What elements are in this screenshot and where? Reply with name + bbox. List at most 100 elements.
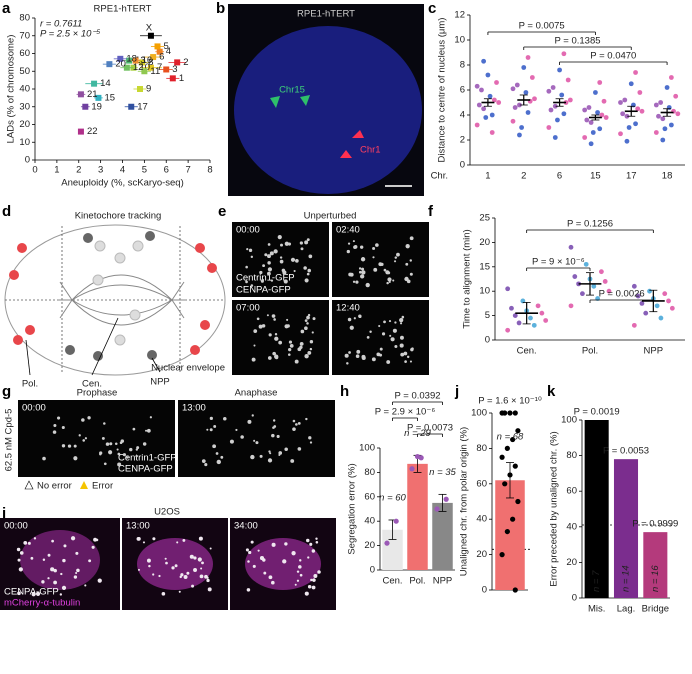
x-tick-label: NPP — [433, 576, 453, 587]
point-label: 11 — [150, 66, 160, 77]
y-tick-label: 20 — [476, 549, 487, 560]
speckle — [372, 256, 375, 259]
point — [505, 327, 511, 333]
speckle — [383, 320, 386, 324]
speckle — [76, 568, 80, 573]
speckle — [346, 362, 349, 365]
speckle — [148, 564, 151, 568]
point — [673, 93, 679, 99]
y-tick-label: 60 — [19, 48, 30, 59]
asters — [58, 281, 186, 319]
speckle — [62, 558, 66, 563]
speckle — [73, 444, 77, 448]
speckle — [259, 270, 263, 275]
speckle — [396, 252, 400, 257]
polar-chromosomes — [9, 243, 217, 355]
y-tick-label: 8 — [460, 60, 465, 71]
p-value: P = 0.1256 — [567, 219, 613, 230]
speckle — [282, 270, 287, 275]
x-tick-label: Pol. — [409, 576, 425, 587]
speckle — [42, 558, 46, 561]
bar — [495, 480, 525, 590]
speckle — [51, 539, 54, 543]
speckle — [250, 454, 255, 460]
speckle — [209, 547, 212, 550]
point — [568, 244, 574, 250]
point — [595, 110, 600, 115]
x-tick-label: NPP — [644, 346, 664, 357]
speckle — [59, 593, 63, 596]
y-tick-label: 80 — [19, 13, 30, 24]
speckle — [152, 573, 155, 576]
panel-letter: j — [454, 383, 459, 400]
arrowhead — [300, 95, 310, 106]
speckle — [304, 326, 308, 331]
speckle — [386, 360, 391, 364]
p-value: P = 0.1385 — [554, 36, 600, 47]
micrograph — [232, 222, 329, 297]
speckle — [204, 463, 208, 467]
speckle — [290, 257, 296, 262]
speckle — [306, 538, 310, 543]
point — [512, 463, 518, 469]
speckle — [201, 459, 206, 463]
speckle — [268, 575, 273, 580]
point — [106, 61, 113, 68]
p-value: P = 0.0073 — [407, 423, 453, 434]
point — [603, 115, 609, 120]
y-tick-label: 0 — [460, 160, 465, 171]
point — [633, 70, 638, 75]
point — [639, 301, 645, 306]
speckle — [394, 345, 398, 349]
speckle — [270, 279, 274, 282]
speckle — [161, 592, 166, 596]
speckle — [372, 246, 376, 250]
speckle — [378, 324, 381, 328]
speckle — [298, 565, 302, 569]
point — [675, 111, 681, 117]
x-tick-label: Bridge — [642, 604, 669, 615]
speckle — [186, 571, 190, 575]
speckle — [361, 267, 365, 271]
speckle — [352, 240, 355, 243]
speckle — [375, 243, 379, 247]
speckle — [291, 551, 296, 556]
speckle — [248, 550, 252, 555]
speckle — [406, 279, 411, 284]
point — [517, 132, 522, 138]
speckle — [371, 357, 376, 362]
channel-label: Centrin1-GFP — [236, 273, 295, 284]
speckle — [352, 280, 356, 283]
speckle — [373, 267, 378, 272]
annotation: r = 0.7611 — [40, 19, 82, 30]
speckle — [292, 419, 296, 423]
speckle — [84, 584, 87, 587]
y-tick-label: 12 — [454, 10, 465, 21]
bar — [584, 420, 609, 598]
speckle — [313, 574, 318, 578]
speckle — [369, 330, 372, 334]
point-label: 1 — [179, 73, 184, 84]
x-tick-label: Cen. — [517, 346, 537, 357]
speckle — [209, 416, 213, 420]
y-tick-label: 40 — [19, 84, 30, 95]
point — [507, 472, 513, 478]
speckle — [206, 576, 209, 579]
point — [552, 135, 558, 140]
speckle — [300, 329, 305, 334]
point — [656, 113, 661, 119]
point — [95, 94, 102, 101]
chromosome-label: Chr15 — [279, 85, 305, 96]
point — [409, 466, 415, 472]
speckle — [267, 243, 271, 246]
y-tick-label: 70 — [19, 30, 30, 41]
point — [669, 305, 675, 311]
speckle — [277, 235, 282, 240]
speckle — [307, 268, 312, 273]
point — [521, 65, 527, 70]
channel-label: mCherry-α-tubulin — [4, 598, 80, 609]
point — [507, 410, 513, 416]
speckle — [409, 272, 413, 276]
speckle — [383, 268, 387, 272]
